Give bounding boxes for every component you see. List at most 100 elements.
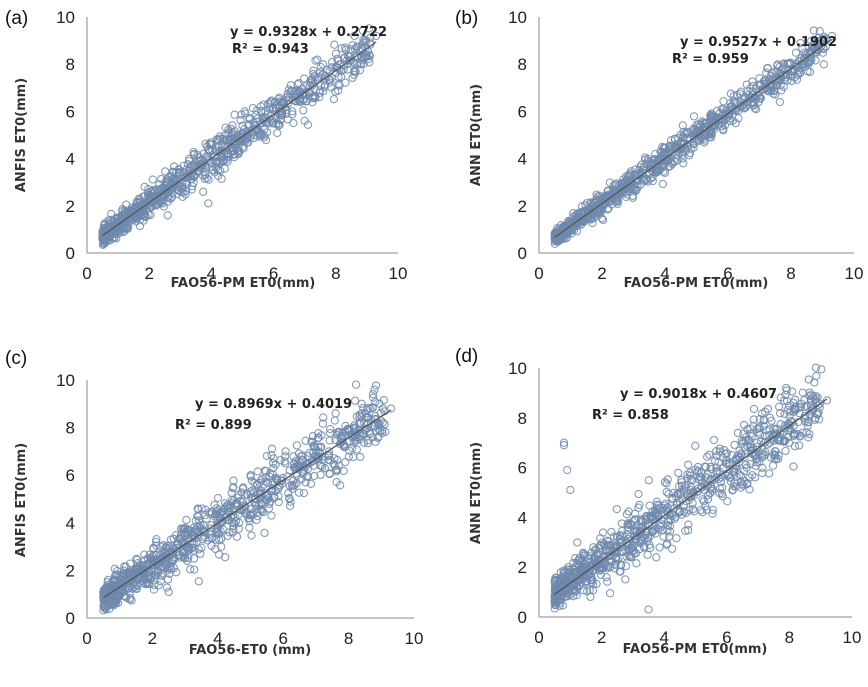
data-point [787,387,797,396]
data-point [686,135,695,144]
data-point [792,59,801,69]
data-point [573,538,582,547]
data-point [262,128,272,137]
data-point [792,75,802,84]
y-axis-title-c: ANFIS ET0(mm) [14,443,29,557]
data-point [647,520,656,530]
data-point [622,552,631,561]
data-point [140,556,150,565]
data-point [681,483,691,493]
data-point [749,404,759,414]
x-tick-label-d: 4 [659,628,668,647]
data-point [803,52,813,62]
panel-a: (a) 0 2 4 6 8 10 0 2 4 6 8 10 FAO56-PM ET0(mm) ANFIS E… [5,8,407,291]
data-point [281,452,290,461]
data-point [99,592,108,601]
data-point [253,512,262,521]
data-point [102,223,112,232]
data-point [253,467,262,476]
data-point [251,501,260,510]
data-point [213,156,222,166]
data-point [631,515,640,524]
data-point [800,53,809,62]
data-point [256,489,265,499]
x-tick-label-a: 4 [207,264,216,283]
data-point [781,390,790,400]
data-point [193,521,202,531]
data-point [163,211,172,220]
data-point [161,167,170,176]
data-point [246,133,255,142]
data-point [212,163,221,172]
data-point [207,541,216,550]
data-point [190,565,199,574]
data-point [691,441,700,450]
data-point [163,192,173,201]
data-point [332,467,341,476]
data-point [154,196,163,206]
data-point [659,150,669,159]
data-point [621,561,631,571]
data-point [795,432,805,441]
data-point [290,480,299,490]
data-point [702,452,712,461]
data-point [301,97,310,106]
data-point [804,417,813,427]
data-point [276,110,286,119]
y-tick-label-a: 0 [66,244,75,263]
data-point [199,520,208,530]
x-tick-label-a: 0 [82,264,91,283]
data-point [790,395,800,404]
data-point [306,479,316,488]
data-point [186,565,195,574]
x-tick-label-c: 8 [344,629,353,648]
data-point [621,575,630,584]
data-point [117,580,127,589]
data-point [229,507,238,516]
data-point [816,36,825,45]
data-point [571,587,580,597]
data-point [194,156,204,166]
data-point [688,505,698,514]
data-point [748,471,757,480]
data-point [250,478,259,488]
data-point [368,393,378,402]
data-point [591,211,600,220]
data-point [708,505,718,515]
data-point [805,57,814,67]
data-point [678,121,687,130]
data-point [285,501,295,511]
y-axis-title-a: ANFIS ET0(mm) [14,78,29,192]
data-point [213,493,223,503]
data-point [550,597,559,607]
x-tick-label-c: 2 [148,629,157,648]
data-point [795,441,804,450]
data-point [714,458,723,467]
data-point [730,477,739,487]
data-point [288,482,297,491]
data-point [257,505,266,514]
data-point [635,170,644,180]
data-point [677,481,687,490]
data-point [738,479,747,489]
data-point [697,134,706,143]
data-point [779,396,789,405]
data-point [815,415,824,424]
y-tick-label-d: 0 [518,608,527,627]
data-point [163,575,173,584]
data-point [656,522,665,532]
data-point [288,110,297,119]
data-point [757,409,767,418]
data-point [553,581,563,590]
data-point [307,438,317,447]
data-point [706,484,715,493]
data-point [151,201,161,210]
data-point [569,209,578,218]
data-point [199,187,208,196]
data-point [232,532,242,541]
y-tick-label-c: 0 [66,609,75,628]
data-point [798,388,807,397]
data-point [809,26,819,35]
data-point [622,538,631,547]
data-point [634,489,643,499]
